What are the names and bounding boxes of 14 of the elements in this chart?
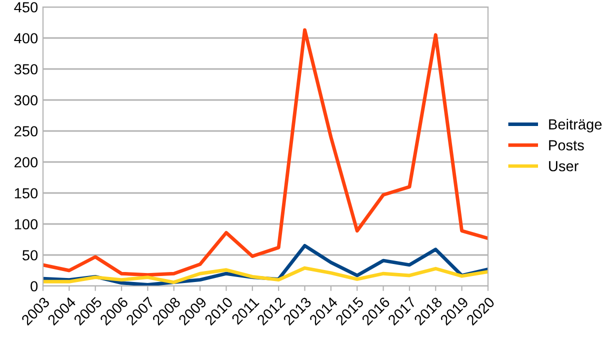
y-tick-label: 200	[14, 157, 38, 168]
y-tick-label: 350	[14, 64, 38, 74]
y-tick-label: 250	[14, 126, 38, 136]
legend-label: Posts	[549, 140, 584, 150]
y-tick-label: 450	[14, 2, 38, 12]
y-tick-label: 150	[14, 188, 38, 198]
y-tick-label: 50	[22, 250, 38, 260]
legend-label: User	[549, 161, 578, 172]
y-tick-label: 400	[14, 33, 38, 44]
y-tick-label: 300	[14, 95, 38, 106]
line-series	[43, 28, 488, 277]
y-tick-label: 0	[30, 281, 38, 292]
y-tick-label: 100	[14, 219, 38, 230]
legend-label: Beiträge	[549, 118, 602, 132]
